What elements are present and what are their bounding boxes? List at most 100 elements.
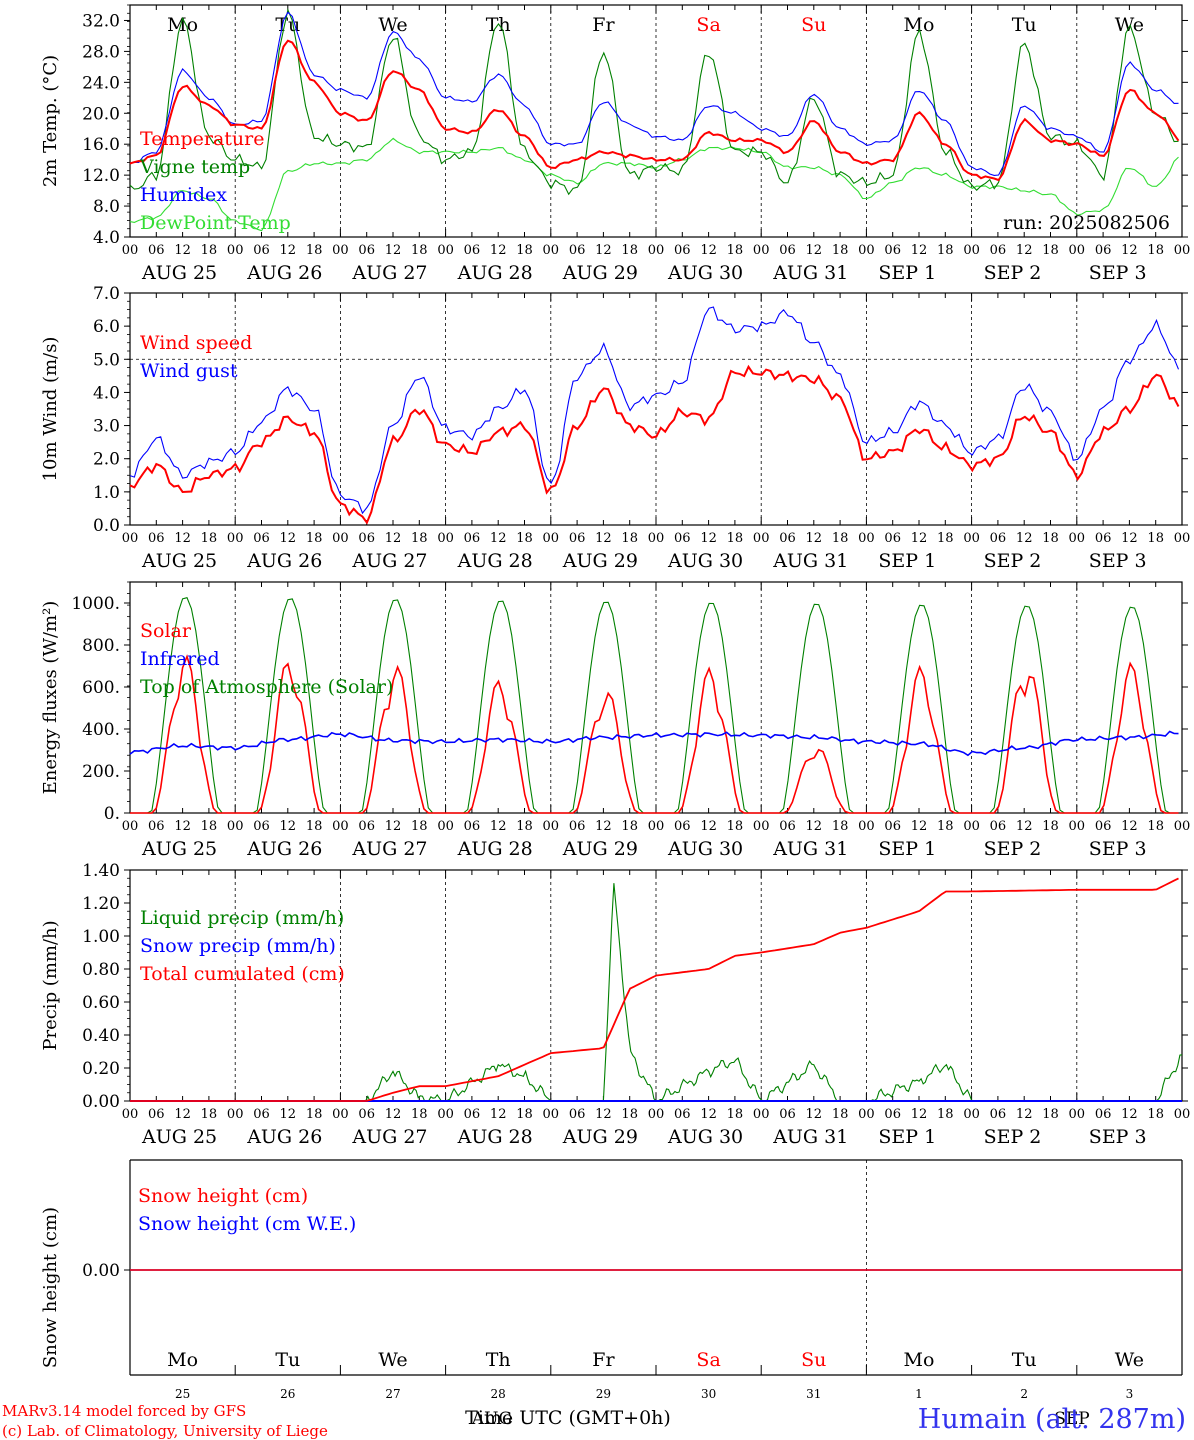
hour-tick-label: 06 xyxy=(569,1107,586,1122)
y-tick-label: 3.0 xyxy=(93,417,120,437)
series-line-infrared xyxy=(129,730,1179,757)
weekday-label: We xyxy=(1115,1349,1144,1371)
hour-tick-label: 06 xyxy=(464,243,481,258)
hour-tick-label: 06 xyxy=(674,819,691,834)
hour-tick-label: 12 xyxy=(174,819,191,834)
hour-tick-label: 00 xyxy=(1069,243,1086,258)
hour-tick-label: 06 xyxy=(990,531,1007,546)
hour-tick-label: 12 xyxy=(700,819,717,834)
y-axis-label: Precip (mm/h) xyxy=(40,920,61,1050)
date-label: AUG 31 xyxy=(772,550,848,572)
hour-tick-label: 00 xyxy=(1174,243,1191,258)
y-tick-label: 32.0 xyxy=(82,11,120,31)
y-tick-label: 1.40 xyxy=(82,861,120,881)
date-label: AUG 29 xyxy=(562,550,638,572)
weekday-label: Su xyxy=(801,1349,826,1371)
hour-tick-label: 18 xyxy=(621,1107,638,1122)
hour-tick-label: 06 xyxy=(464,531,481,546)
date-label: AUG 25 xyxy=(141,838,217,860)
hour-tick-label: 12 xyxy=(174,531,191,546)
hour-tick-label: 06 xyxy=(148,1107,165,1122)
hour-tick-label: 12 xyxy=(911,243,928,258)
hour-tick-label: 00 xyxy=(858,531,875,546)
hour-tick-label: 00 xyxy=(227,819,244,834)
hour-tick-label: 00 xyxy=(1174,1107,1191,1122)
date-label: SEP 2 xyxy=(984,838,1042,860)
day-number-label: 29 xyxy=(596,1387,611,1401)
hour-tick-label: 18 xyxy=(937,1107,954,1122)
hour-tick-label: 18 xyxy=(1042,1107,1059,1122)
hour-tick-label: 06 xyxy=(464,1107,481,1122)
hour-tick-label: 00 xyxy=(648,1107,665,1122)
y-tick-label: 6.0 xyxy=(93,317,120,337)
y-tick-label: 28.0 xyxy=(82,42,120,62)
date-label: AUG 30 xyxy=(667,262,743,284)
hour-tick-label: 00 xyxy=(332,819,349,834)
y-tick-label: 600. xyxy=(82,678,120,698)
y-tick-label: 24.0 xyxy=(82,73,120,93)
hour-tick-label: 18 xyxy=(306,243,323,258)
legend-entry: Solar xyxy=(140,620,192,642)
hour-tick-label: 06 xyxy=(253,243,270,258)
hour-tick-label: 00 xyxy=(1069,1107,1086,1122)
date-label: SEP 2 xyxy=(984,1126,1042,1148)
hour-tick-label: 18 xyxy=(1147,819,1164,834)
day-number-label: 27 xyxy=(385,1387,400,1401)
hour-tick-label: 12 xyxy=(911,1107,928,1122)
day-number-label: 30 xyxy=(701,1387,716,1401)
weekday-label: Tu xyxy=(275,1349,300,1371)
weekday-label: Mo xyxy=(904,1349,935,1371)
hour-tick-label: 12 xyxy=(1016,819,1033,834)
weekday-label: We xyxy=(378,1349,407,1371)
hour-tick-label: 06 xyxy=(674,531,691,546)
y-tick-label: 400. xyxy=(82,720,120,740)
hour-tick-label: 12 xyxy=(385,243,402,258)
date-label: SEP 3 xyxy=(1089,838,1147,860)
legend-entry: Humidex xyxy=(140,184,227,206)
hour-tick-label: 18 xyxy=(727,819,744,834)
date-label: AUG 28 xyxy=(457,838,533,860)
legend-entry: Snow height (cm) xyxy=(138,1185,308,1207)
series-line-solar xyxy=(130,654,1179,814)
hour-tick-label: 12 xyxy=(490,1107,507,1122)
y-tick-label: 5.0 xyxy=(93,350,120,370)
y-tick-label: 0.00 xyxy=(82,1261,120,1281)
legend-entry: Top of Atmosphere (Solar) xyxy=(140,676,393,698)
legend-entry: Snow precip (mm/h) xyxy=(140,935,336,957)
hour-tick-label: 06 xyxy=(148,819,165,834)
day-number-label: 26 xyxy=(280,1387,295,1401)
hour-tick-label: 18 xyxy=(1042,819,1059,834)
hour-tick-label: 18 xyxy=(832,243,849,258)
hour-tick-label: 06 xyxy=(779,531,796,546)
date-label: AUG 31 xyxy=(772,838,848,860)
date-label: AUG 30 xyxy=(667,838,743,860)
hour-tick-label: 06 xyxy=(464,819,481,834)
y-tick-label: 1000. xyxy=(71,594,120,614)
hour-tick-label: 18 xyxy=(937,819,954,834)
hour-tick-label: 18 xyxy=(1147,531,1164,546)
hour-tick-label: 00 xyxy=(648,531,665,546)
hour-tick-label: 18 xyxy=(516,243,533,258)
hour-tick-label: 18 xyxy=(306,1107,323,1122)
y-axis-label: 10m Wind (m/s) xyxy=(40,337,61,482)
legend-entry: Liquid precip (mm/h) xyxy=(140,907,344,929)
series-line-vigne-temp xyxy=(129,8,1179,196)
hour-tick-label: 18 xyxy=(516,1107,533,1122)
hour-tick-label: 12 xyxy=(700,243,717,258)
y-tick-label: 0.40 xyxy=(82,1026,120,1046)
day-number-label: 25 xyxy=(175,1387,190,1401)
hour-tick-label: 00 xyxy=(437,1107,454,1122)
hour-tick-label: 12 xyxy=(385,531,402,546)
day-number-label: 31 xyxy=(806,1387,821,1401)
hour-tick-label: 06 xyxy=(990,819,1007,834)
hour-tick-label: 06 xyxy=(884,819,901,834)
weekday-label: Sa xyxy=(696,1349,720,1371)
hour-tick-label: 06 xyxy=(779,243,796,258)
hour-tick-label: 18 xyxy=(516,531,533,546)
hour-tick-label: 12 xyxy=(385,1107,402,1122)
hour-tick-label: 12 xyxy=(280,243,297,258)
date-label: AUG 29 xyxy=(562,838,638,860)
day-number-label: 3 xyxy=(1126,1387,1134,1401)
hour-tick-label: 06 xyxy=(148,531,165,546)
